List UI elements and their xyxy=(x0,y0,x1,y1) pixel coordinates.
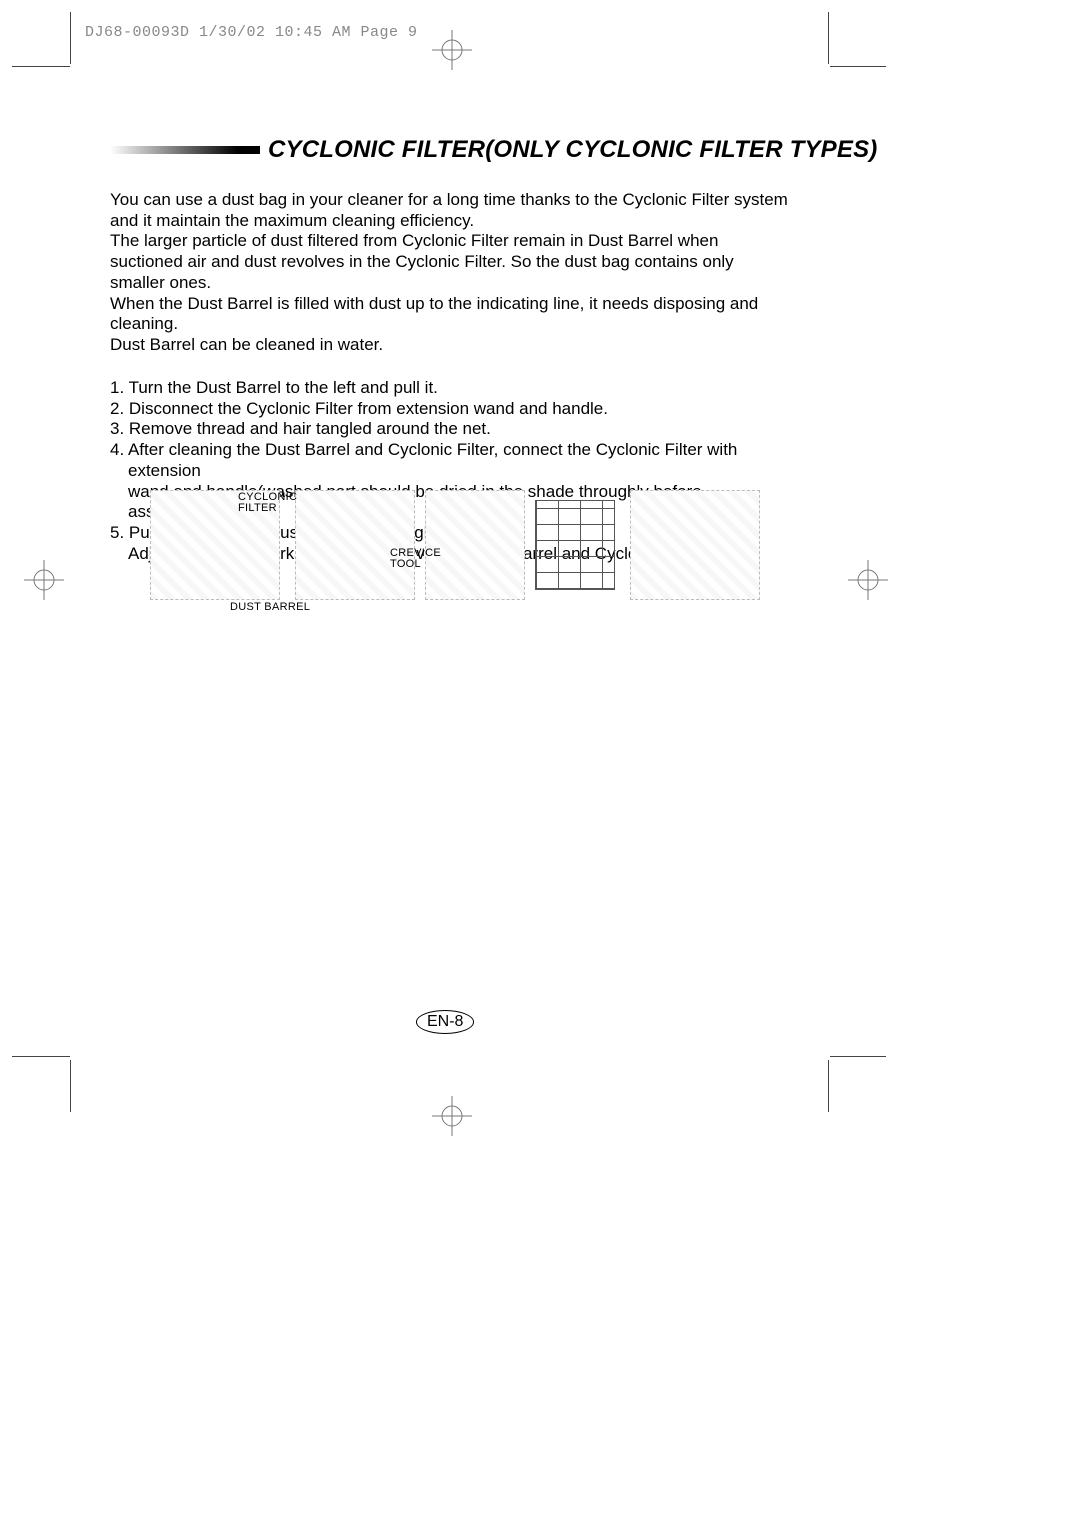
crop-mark xyxy=(70,1060,71,1112)
print-slug: DJ68-00093D 1/30/02 10:45 AM Page 9 xyxy=(85,24,418,41)
crop-mark xyxy=(828,12,829,64)
crop-mark xyxy=(12,66,70,67)
intro-p2: The larger particle of dust filtered fro… xyxy=(110,231,790,293)
label-crevice-b: TOOL xyxy=(390,558,421,570)
label-cyclonic-b: FILTER xyxy=(238,502,277,514)
diagram-area: CYCLONIC FILTER CREVICE TOOL DUST BARREL xyxy=(150,490,770,630)
page-number: EN-8 xyxy=(416,1010,474,1034)
step-1: 1. Turn the Dust Barrel to the left and … xyxy=(110,378,790,399)
registration-mark-right xyxy=(848,560,888,600)
title-paren: (ONLY CYCLONIC FILTER TYPES) xyxy=(485,136,877,163)
page-title: CYCLONIC FILTER(ONLY CYCLONIC FILTER TYP… xyxy=(110,136,790,164)
crop-mark xyxy=(828,1060,829,1112)
step-2: 2. Disconnect the Cyclonic Filter from e… xyxy=(110,399,790,420)
step-4: 4. After cleaning the Dust Barrel and Cy… xyxy=(110,440,790,481)
label-crevice-tool: CREVICE TOOL xyxy=(390,548,441,570)
diagram-illustration-5 xyxy=(630,490,760,600)
diagram-illustration-3 xyxy=(425,490,525,600)
registration-mark-top xyxy=(432,30,472,70)
title-text: CYCLONIC FILTER(ONLY CYCLONIC FILTER TYP… xyxy=(268,136,878,164)
crop-mark xyxy=(70,12,71,64)
diagram-illustration-4-wall xyxy=(535,500,615,590)
step-3: 3. Remove thread and hair tangled around… xyxy=(110,419,790,440)
label-dust-barrel: DUST BARREL xyxy=(230,602,310,613)
diagram-illustration-2 xyxy=(295,490,415,600)
intro-paragraphs: You can use a dust bag in your cleaner f… xyxy=(110,190,790,356)
intro-p1: You can use a dust bag in your cleaner f… xyxy=(110,190,790,231)
registration-mark-bottom xyxy=(432,1096,472,1136)
title-gradient-bar xyxy=(110,146,260,154)
crop-mark xyxy=(830,66,886,67)
crop-mark xyxy=(830,1056,886,1057)
label-cyclonic-filter: CYCLONIC FILTER xyxy=(238,492,297,514)
title-main: CYCLONIC FILTER xyxy=(268,136,485,163)
intro-p3: When the Dust Barrel is filled with dust… xyxy=(110,294,790,335)
registration-mark-left xyxy=(24,560,64,600)
intro-p4: Dust Barrel can be cleaned in water. xyxy=(110,335,790,356)
crop-mark xyxy=(12,1056,70,1057)
